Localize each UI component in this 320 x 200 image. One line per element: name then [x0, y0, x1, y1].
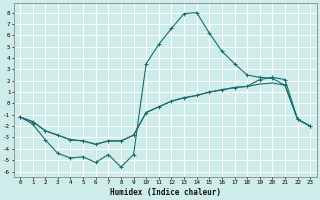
- X-axis label: Humidex (Indice chaleur): Humidex (Indice chaleur): [109, 188, 220, 197]
